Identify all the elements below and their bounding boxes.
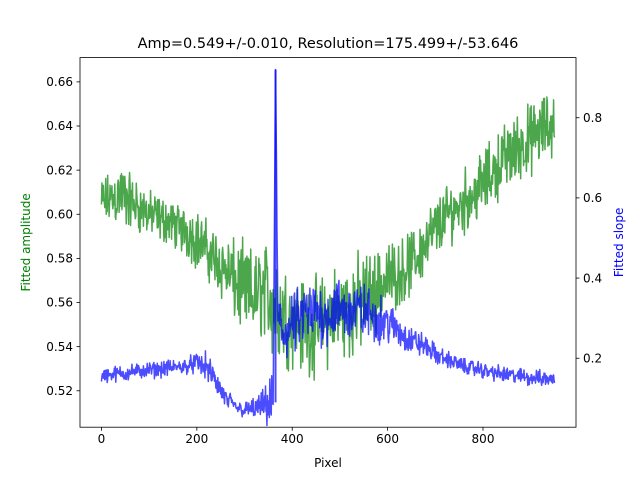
chart-title: Amp=0.549+/-0.010, Resolution=175.499+/-…	[138, 36, 519, 52]
x-tick-label: 200	[185, 432, 208, 446]
y-left-tick-label: 0.64	[46, 119, 73, 133]
x-tick-label: 0	[98, 432, 106, 446]
series-line-right	[100, 68, 556, 427]
y-left-tick-label: 0.56	[46, 296, 73, 310]
y-left-tick-label: 0.58	[46, 252, 73, 266]
y-axis-left: 0.52 0.54 0.56 0.58 0.60 0.62 0.64 0.66	[46, 75, 80, 398]
y-right-tick-label: 0.4	[583, 271, 602, 285]
x-tick-label: 400	[281, 432, 304, 446]
x-axis: 0 200 400 600 800	[98, 427, 495, 446]
y-left-tick-label: 0.52	[46, 384, 73, 398]
y-axis-right: 0.2 0.4 0.6 0.8	[576, 111, 602, 365]
x-tick-label: 600	[376, 432, 399, 446]
plot-area	[100, 68, 556, 427]
y-left-tick-label: 0.62	[46, 163, 73, 177]
y-right-tick-label: 0.2	[583, 351, 602, 365]
y-left-tick-label: 0.54	[46, 340, 73, 354]
y-axis-left-label: Fitted amplitude	[19, 193, 33, 291]
y-axis-right-label: Fitted slope	[612, 208, 626, 278]
y-right-tick-label: 0.6	[583, 191, 602, 205]
x-tick-label: 800	[472, 432, 495, 446]
y-right-tick-label: 0.8	[583, 111, 602, 125]
y-left-tick-label: 0.60	[46, 207, 73, 221]
x-axis-label: Pixel	[314, 456, 342, 470]
plot-frame	[79, 57, 577, 428]
y-left-tick-label: 0.66	[46, 75, 73, 89]
